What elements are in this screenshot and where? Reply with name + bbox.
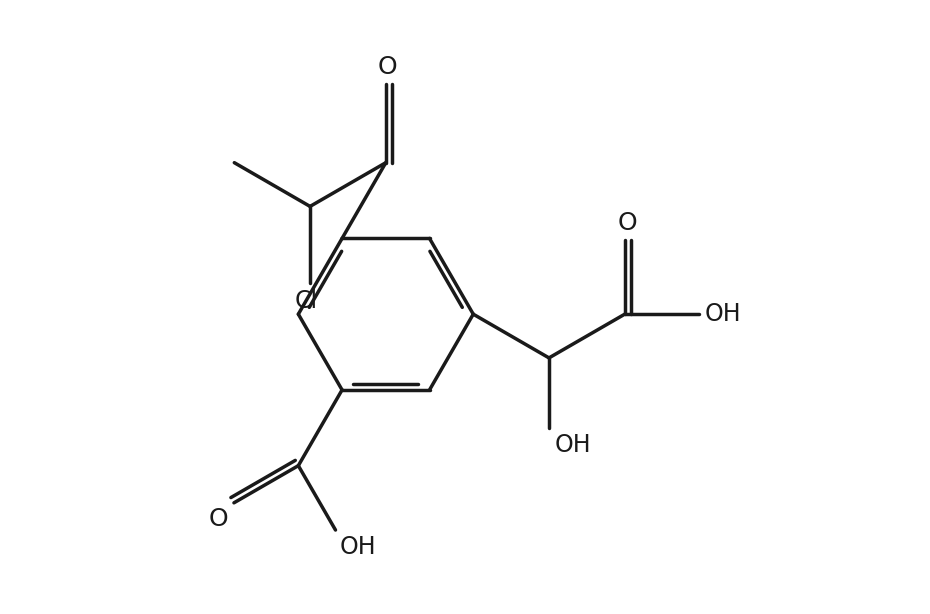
Text: O: O xyxy=(618,211,638,235)
Text: OH: OH xyxy=(339,535,376,559)
Text: O: O xyxy=(209,507,229,530)
Text: OH: OH xyxy=(704,302,741,326)
Text: O: O xyxy=(378,55,397,79)
Text: OH: OH xyxy=(554,433,591,457)
Text: Cl: Cl xyxy=(295,289,318,313)
